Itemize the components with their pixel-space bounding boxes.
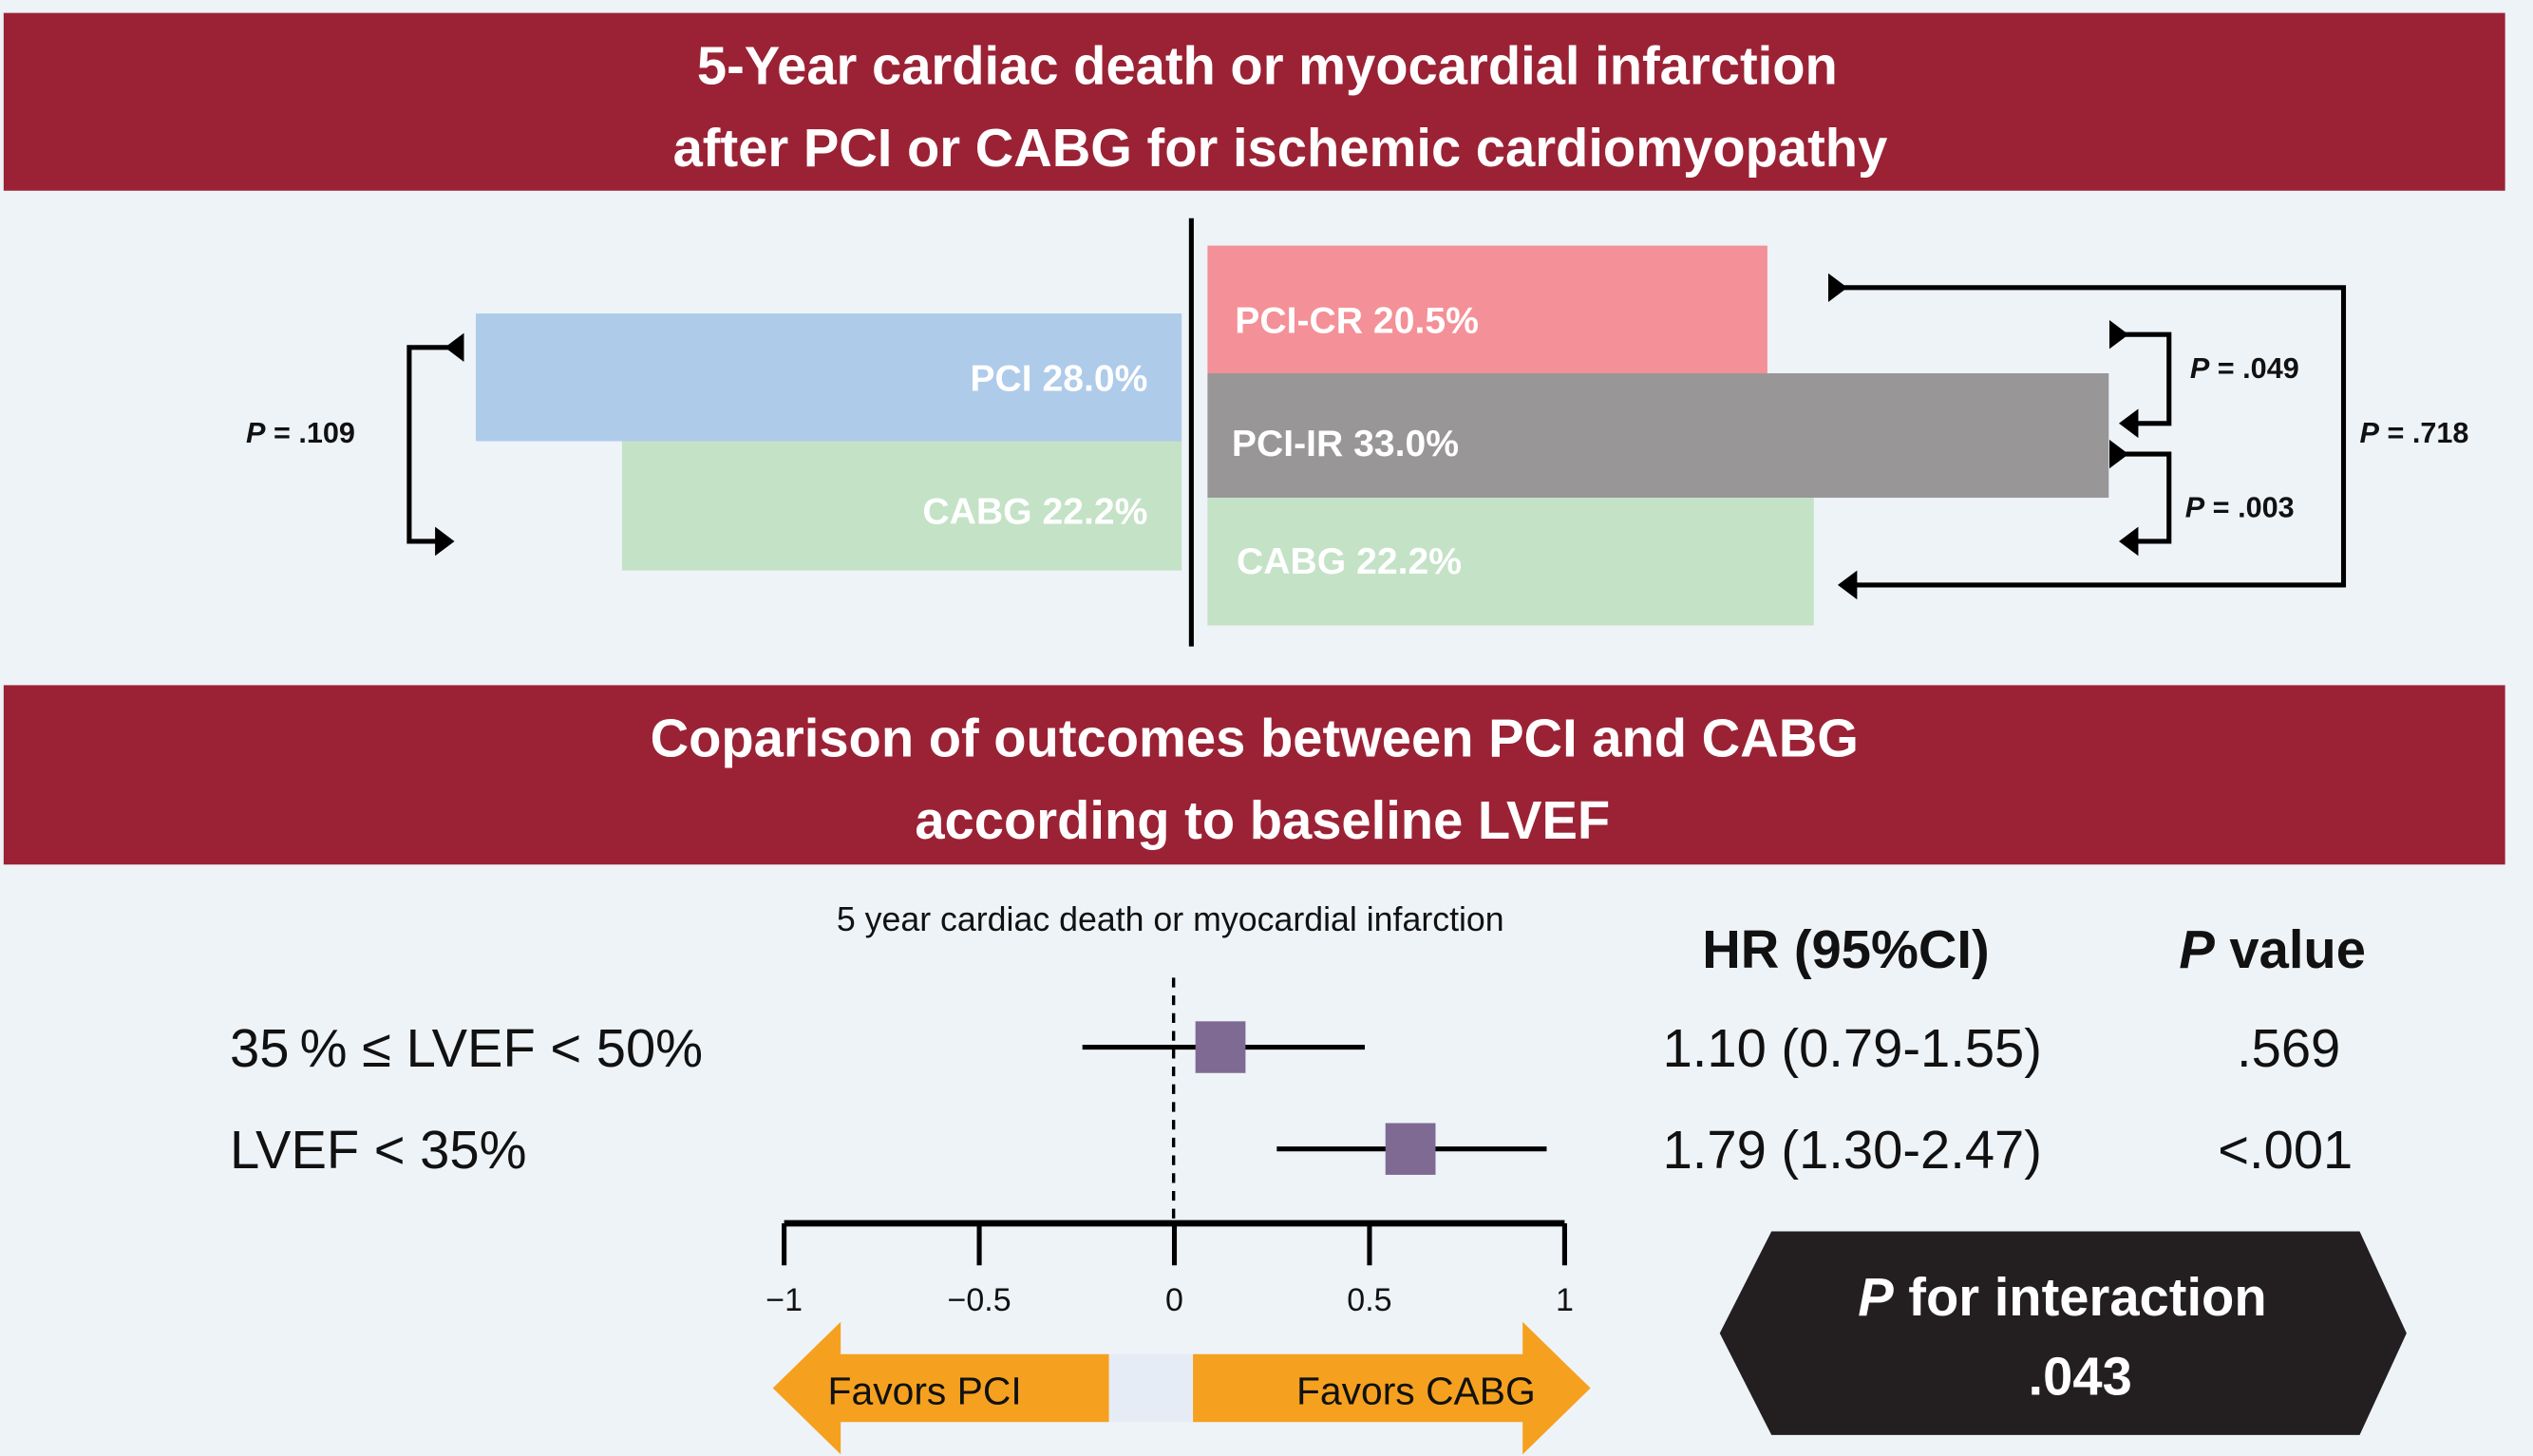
label-cabg-left: CABG 22.2% (922, 491, 1147, 532)
forest-plot: 5 year cardiac death or myocardial infar… (230, 900, 2407, 1455)
label-pci: PCI 28.0% (970, 359, 1147, 400)
row-label-2: LVEF < 35% (230, 1120, 527, 1180)
bar-cabg-left (621, 441, 1182, 571)
label-pci-cr: PCI-CR 20.5% (1235, 300, 1479, 341)
hr-value-1: 1.10 (0.79-1.55) (1663, 1018, 2042, 1078)
pvalue-header: P value (2179, 919, 2366, 979)
bar-chart: PCI 28.0% CABG 22.2% PCI-CR 20.5% PCI-IR… (246, 217, 2469, 647)
bar-pci-ir (1207, 373, 2109, 499)
bracket-cr-vs-ir (2108, 319, 2172, 439)
banner-bottom-bg (3, 685, 2505, 865)
hr-point (1195, 1021, 1246, 1073)
hr-point (1385, 1123, 1436, 1175)
banner-bottom: Coparison of outcomes between PCI and CA… (3, 685, 2505, 865)
interaction-label: P for interaction (1858, 1267, 2266, 1327)
p-003: P = .003 (2185, 491, 2295, 523)
arrow-gap (1108, 1353, 1194, 1423)
favors-cabg-arrow (1193, 1321, 1591, 1455)
forest-marks (1082, 1021, 1547, 1175)
hr-header: HR (95%CI) (1702, 919, 1990, 979)
interaction-value: .043 (2029, 1346, 2132, 1406)
banner-top-line1: 5-Year cardiac death or myocardial infar… (697, 35, 1838, 95)
x-tick-label: 0 (1165, 1282, 1183, 1318)
banner-top: 5-Year cardiac death or myocardial infar… (3, 12, 2505, 191)
x-tick-label: 0.5 (1347, 1282, 1391, 1318)
p-049: P = .049 (2190, 352, 2299, 385)
p-109: P = .109 (246, 417, 355, 449)
favors-cabg-label: Favors CABG (1296, 1370, 1536, 1413)
x-ticks: −1 −0.5 0 0.5 1 (766, 1222, 1574, 1318)
bracket-cr-vs-cabg (1827, 273, 2347, 600)
banner-top-line2: after PCI or CABG for ischemic cardiomyo… (673, 118, 1888, 178)
banner-top-bg (3, 12, 2505, 191)
x-tick-label: 1 (1556, 1282, 1574, 1318)
bar-pci (475, 313, 1182, 442)
banner-bottom-line1: Coparison of outcomes between PCI and CA… (651, 708, 1859, 767)
x-tick-label: −1 (766, 1282, 803, 1318)
forest-title: 5 year cardiac death or myocardial infar… (837, 900, 1504, 938)
bracket-ir-vs-cabg (2108, 439, 2172, 557)
banner-bottom-line2: according to baseline LVEF (915, 790, 1610, 850)
hr-value-2: 1.79 (1.30-2.47) (1663, 1120, 2042, 1180)
favors-pci-arrow (772, 1321, 1109, 1455)
p-value-2: <.001 (2218, 1120, 2353, 1180)
p-value-1: .569 (2237, 1018, 2340, 1078)
row-label-1: 35 % ≤ LVEF < 50% (230, 1018, 703, 1078)
x-tick-label: −0.5 (947, 1282, 1011, 1318)
p-718: P = .718 (2360, 417, 2469, 449)
bracket-pci-vs-cabg (406, 332, 464, 557)
favors-pci-label: Favors PCI (828, 1370, 1022, 1413)
interaction-badge (1719, 1231, 2407, 1435)
bar-pci-cr (1207, 245, 1767, 374)
label-cabg-right: CABG 22.2% (1237, 541, 1462, 582)
label-pci-ir: PCI-IR 33.0% (1232, 424, 1459, 464)
bar-cabg-right (1207, 498, 1814, 626)
